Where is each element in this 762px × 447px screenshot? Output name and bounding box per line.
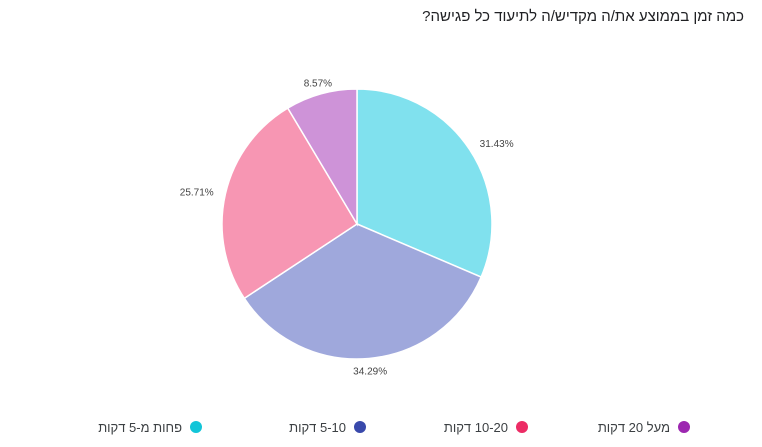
chart-title: כמה זמן בממוצע את/ה מקדיש/ה לתיעוד כל פג… <box>422 8 744 25</box>
legend-dot-under-5 <box>190 421 202 433</box>
legend-item-over-20[interactable]: מעל 20 דקות <box>550 416 690 438</box>
legend-label-5-10: 5-10 דקות <box>289 419 346 435</box>
legend-item-10-20[interactable]: 10-20 דקות <box>388 416 528 438</box>
pie-chart: 31.43% 34.29% 25.71% 8.57% <box>180 78 514 377</box>
legend-label-10-20: 10-20 דקות <box>443 419 508 435</box>
legend-dot-5-10 <box>354 421 366 433</box>
pie-slice-5-10[interactable] <box>243 223 483 360</box>
pie-slice-10-20[interactable] <box>221 107 359 300</box>
legend-dot-10-20 <box>516 421 528 433</box>
legend-item-5-10[interactable]: 5-10 דקות <box>226 416 366 438</box>
pie-label-under-5: 31.43% <box>480 139 514 150</box>
legend-label-over-20: מעל 20 דקות <box>597 419 670 435</box>
pie-label-5-10: 34.29% <box>353 366 387 377</box>
legend-dot-over-20 <box>678 421 690 433</box>
pie-label-over-20: 8.57% <box>304 78 332 89</box>
legend: פחות מ-5 דקות 5-10 דקות 10-20 דקות מעל 2… <box>0 416 762 438</box>
legend-item-under-5[interactable]: פחות מ-5 דקות <box>62 416 202 438</box>
pie-slice-under-5[interactable] <box>356 88 493 279</box>
legend-label-under-5: פחות מ-5 דקות <box>98 419 182 435</box>
pie-label-10-20: 25.71% <box>180 187 214 198</box>
pie-slice-over-20[interactable] <box>286 88 358 227</box>
